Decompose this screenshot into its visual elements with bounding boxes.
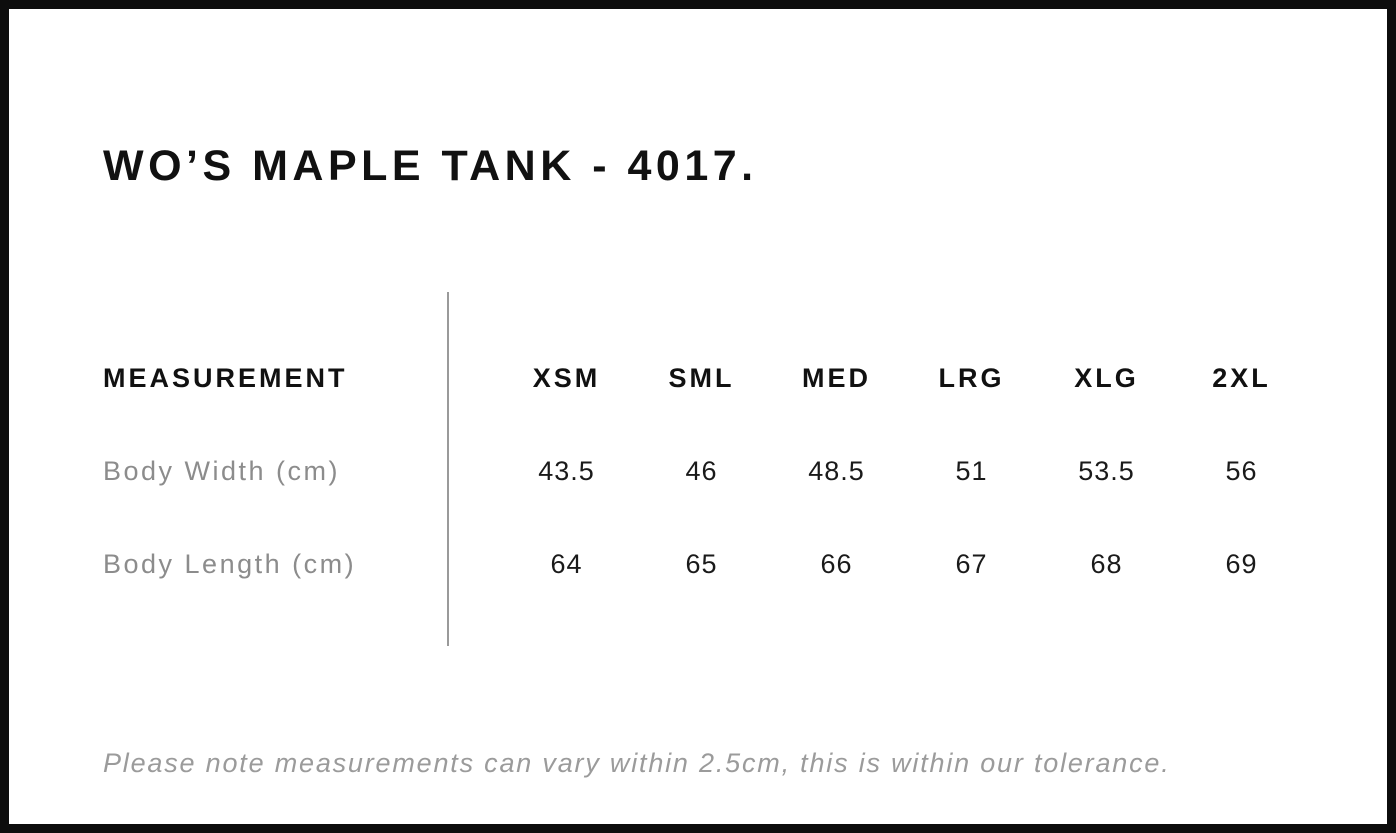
column-header-med: MED: [802, 363, 871, 393]
body-width-2xl: 56: [1225, 456, 1258, 486]
body-width-xsm: 43.5: [538, 456, 595, 486]
body-length-xlg: 68: [1090, 549, 1123, 579]
table-row-body-width: Body Width (cm) 43.5 46 48.5 51 53.5 56: [103, 425, 1309, 518]
tolerance-footnote: Please note measurements can vary within…: [103, 748, 1171, 778]
table-row-body-length: Body Length (cm) 64 65 66 67 68 69: [103, 518, 1309, 611]
body-width-sml: 46: [685, 456, 718, 486]
body-length-2xl: 69: [1225, 549, 1258, 579]
column-header-xsm: XSM: [532, 363, 601, 393]
body-length-lrg: 67: [955, 549, 988, 579]
table-header-row: MEASUREMENT XSM SML MED LRG XLG 2XL: [103, 332, 1309, 425]
body-length-sml: 65: [685, 549, 718, 579]
column-header-lrg: LRG: [938, 363, 1005, 393]
column-header-xlg: XLG: [1074, 363, 1139, 393]
body-width-xlg: 53.5: [1078, 456, 1135, 486]
vertical-divider: [447, 292, 449, 646]
body-length-med: 66: [820, 549, 853, 579]
column-header-2xl: 2XL: [1212, 363, 1271, 393]
row-label: Body Width (cm): [103, 456, 341, 486]
column-header-measurement: MEASUREMENT: [103, 363, 348, 393]
body-width-med: 48.5: [808, 456, 865, 486]
body-width-lrg: 51: [955, 456, 988, 486]
column-header-sml: SML: [668, 363, 735, 393]
row-label: Body Length (cm): [103, 549, 357, 579]
size-table: MEASUREMENT XSM SML MED LRG XLG 2XL Body…: [103, 332, 1309, 611]
page-title: WO’S MAPLE TANK - 4017.: [103, 141, 758, 190]
body-length-xsm: 64: [550, 549, 583, 579]
